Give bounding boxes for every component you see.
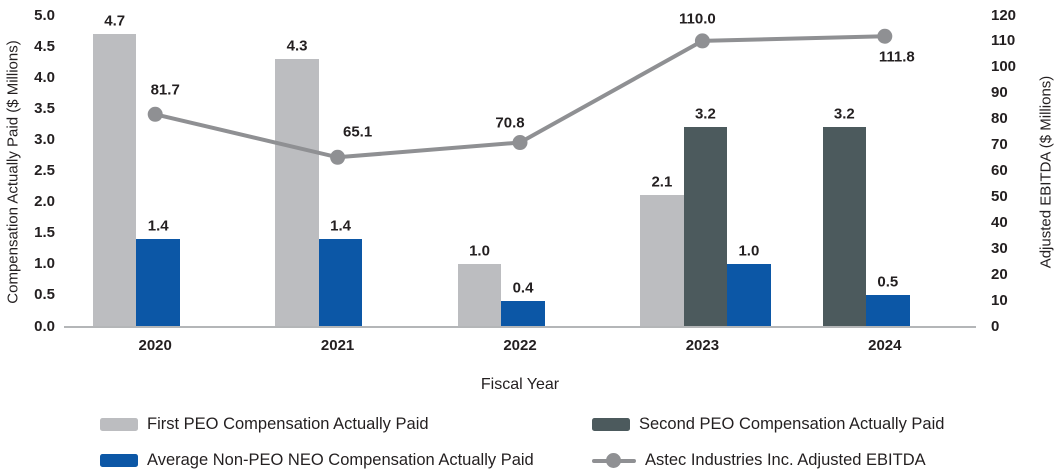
ebitda-value-label: 70.8 <box>495 114 525 131</box>
legend-swatch-icon <box>100 418 138 431</box>
left-tick-label: 2.0 <box>34 193 55 211</box>
legend-label: Average Non-PEO NEO Compensation Actuall… <box>147 451 534 469</box>
x-tick-label-2021: 2021 <box>320 337 355 354</box>
legend-item: Second PEO Compensation Actually Paid <box>592 415 945 433</box>
right-tick-label: 120 <box>991 6 1017 24</box>
left-tick-label: 1.5 <box>34 224 55 242</box>
right-tick-label: 40 <box>991 213 1008 231</box>
right-tick-label: 20 <box>991 265 1008 283</box>
x-axis-title: Fiscal Year <box>480 376 560 393</box>
legend-swatch-icon <box>100 454 138 467</box>
legend-item: Astec Industries Inc. Adjusted EBITDA <box>592 451 944 469</box>
bar-value-label: 4.3 <box>286 37 308 55</box>
left-tick-label: 0.5 <box>34 286 55 304</box>
legend: First PEO Compensation Actually Paid Seco… <box>100 415 945 469</box>
ebitda-value-label: 65.1 <box>342 123 373 141</box>
right-tick-label: 100 <box>991 58 1017 76</box>
left-tick-label: 3.0 <box>34 130 55 148</box>
right-axis-title: Adjusted EBITDA ($ Millions) <box>1037 75 1055 269</box>
bar-value-label: 1.4 <box>147 217 169 235</box>
right-tick-label: 60 <box>991 162 1008 179</box>
legend-item: First PEO Compensation Actually Paid <box>100 415 592 433</box>
right-tick-label: 50 <box>991 187 1008 205</box>
bar <box>866 294 910 326</box>
bar-value-label: 3.2 <box>833 105 855 123</box>
legend-label: First PEO Compensation Actually Paid <box>147 415 429 433</box>
bar-value-label: 2.1 <box>651 173 673 191</box>
ebitda-marker <box>512 135 528 151</box>
bar <box>727 263 771 326</box>
x-tick-label-2023: 2023 <box>685 337 720 354</box>
legend-line-dot <box>606 453 621 468</box>
bar <box>136 238 180 326</box>
left-tick-label: 4.0 <box>34 68 55 86</box>
left-tick-label: 1.0 <box>34 255 55 273</box>
ebitda-value-label: 111.8 <box>878 48 915 66</box>
left-tick-label: 0.0 <box>34 317 55 335</box>
bar-value-label: 0.4 <box>512 279 534 297</box>
ebitda-marker <box>330 149 346 165</box>
x-tick-label-2022: 2022 <box>503 337 537 354</box>
bar-value-label: 1.0 <box>469 242 490 260</box>
legend-swatch-icon <box>592 418 630 431</box>
ebitda-marker <box>877 28 893 44</box>
right-tick-label: 90 <box>991 84 1008 102</box>
plot-area: 4.7 1.4 4.3 1.4 1.0 0.4 2.1 3.2 1.0 3.2 0.5 81.7 65… <box>64 11 976 328</box>
legend-item: Average Non-PEO NEO Compensation Actuall… <box>100 451 592 469</box>
bar <box>318 238 363 326</box>
ebitda-marker <box>147 106 163 122</box>
left-tick-label: 5.0 <box>34 6 55 24</box>
bar-value-label: 1.4 <box>330 217 352 235</box>
bar-value-label: 3.2 <box>694 105 716 123</box>
bar <box>275 58 319 326</box>
bar-value-label: 1.0 <box>738 242 760 260</box>
x-tick-label-2024: 2024 <box>868 337 902 354</box>
right-tick-label: 30 <box>991 239 1008 257</box>
bar <box>457 263 502 326</box>
x-tick-label-2020: 2020 <box>138 337 172 354</box>
right-tick-label: 0 <box>991 317 1000 335</box>
right-tick-label: 110 <box>991 32 1016 50</box>
ebitda-line <box>147 28 893 165</box>
bar <box>92 33 137 326</box>
bar <box>683 126 728 326</box>
legend-label: Astec Industries Inc. Adjusted EBITDA <box>645 451 926 469</box>
bar-value-label: 0.5 <box>877 273 899 291</box>
left-tick-label: 4.5 <box>34 37 55 55</box>
bar <box>640 195 684 326</box>
right-tick-label: 70 <box>991 136 1008 154</box>
bar <box>501 301 545 326</box>
ebitda-value-label: 110.0 <box>679 10 716 28</box>
left-tick-label: 3.5 <box>34 99 55 117</box>
bar-value-label: 4.7 <box>104 12 126 30</box>
ebitda-value-label: 81.7 <box>150 81 180 99</box>
legend-line-icon <box>592 453 636 468</box>
right-tick-label: 80 <box>991 110 1008 128</box>
ebitda-marker <box>694 33 710 49</box>
right-tick-label: 10 <box>991 291 1008 309</box>
legend-label: Second PEO Compensation Actually Paid <box>639 415 945 433</box>
bar <box>822 126 867 326</box>
left-tick-label: 2.5 <box>34 162 55 179</box>
